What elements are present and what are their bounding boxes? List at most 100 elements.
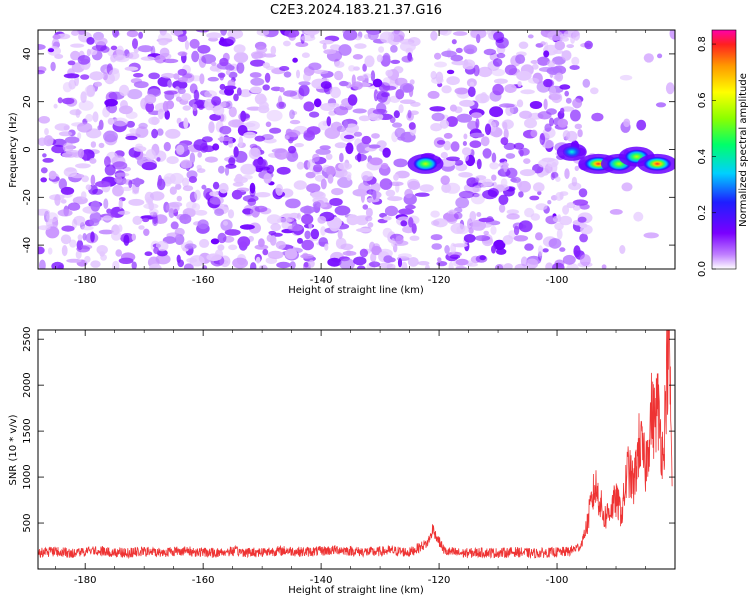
heatmap-cell <box>206 32 223 39</box>
heatmap-cell <box>356 228 372 233</box>
heatmap-cell <box>233 44 246 54</box>
heatmap-cell <box>518 147 530 156</box>
heatmap-cell <box>407 109 412 119</box>
heatmap-cell <box>550 172 555 181</box>
heatmap-cell <box>393 30 400 35</box>
heatmap-cell <box>409 79 415 85</box>
snr-y-tick-label: 2500 <box>22 326 33 351</box>
heatmap-cell <box>560 107 565 114</box>
heatmap-cell <box>270 45 277 56</box>
heatmap-cell <box>86 48 91 57</box>
heatmap-cell <box>515 54 526 64</box>
heatmap-cell <box>240 163 257 175</box>
heatmap-cell <box>577 216 587 223</box>
heatmap-cell <box>555 176 561 182</box>
heatmap-cell <box>298 81 311 86</box>
heatmap-cell <box>104 164 116 176</box>
heatmap-cell <box>542 248 549 253</box>
heatmap-cell <box>370 252 377 263</box>
heatmap-cell <box>220 30 227 36</box>
heatmap-cell <box>204 90 218 98</box>
heatmap-cell <box>369 157 383 166</box>
heatmap-cell <box>524 118 537 129</box>
heatmap-cell <box>108 69 120 82</box>
heatmap-cell <box>566 202 576 209</box>
heatmap-cell <box>343 120 349 129</box>
heatmap-cell <box>552 215 562 223</box>
heatmap-cell <box>492 83 504 96</box>
heatmap-cell <box>489 162 499 170</box>
heatmap-cell <box>249 72 262 78</box>
heatmap-cell <box>530 60 539 64</box>
heatmap-feature <box>413 156 438 171</box>
heatmap-cell <box>252 158 267 169</box>
heatmap-cell <box>97 125 102 131</box>
heatmap-cell <box>554 222 564 231</box>
heatmap-cell <box>494 264 504 269</box>
heatmap-cell <box>506 213 520 220</box>
heatmap-cell <box>523 158 531 165</box>
heatmap-cell <box>547 200 552 205</box>
heatmap-cell <box>201 184 207 190</box>
heatmap-cell <box>503 263 513 269</box>
heatmap-cell <box>77 30 87 35</box>
heatmap-cell <box>535 232 543 241</box>
heatmap-cell <box>362 204 369 210</box>
heatmap-cell <box>270 223 282 232</box>
heatmap-cell <box>541 139 555 149</box>
heatmap-cell <box>353 131 363 137</box>
heatmap-cell <box>157 32 173 45</box>
heatmap-cell <box>132 215 143 225</box>
heatmap-cell <box>572 98 583 109</box>
heatmap-cell <box>40 167 48 174</box>
heatmap-cell <box>301 239 315 251</box>
heatmap-cell <box>218 182 229 194</box>
heatmap-cell <box>543 98 548 110</box>
heatmap-cell <box>311 191 326 200</box>
heatmap-cell <box>209 196 224 205</box>
heatmap-cell <box>354 43 367 49</box>
heatmap-cell <box>123 234 130 246</box>
heatmap-cell <box>276 166 291 175</box>
heatmap-cell <box>556 228 563 240</box>
heatmap-cell <box>591 112 604 122</box>
heatmap-cell <box>382 147 391 158</box>
heatmap-cell <box>568 182 582 191</box>
heatmap-cell <box>372 189 377 200</box>
heatmap-cell <box>70 50 81 61</box>
heatmap-cell <box>372 78 383 88</box>
heatmap-cell <box>141 161 157 171</box>
heatmap-cell <box>265 121 272 128</box>
heatmap-cell <box>228 106 237 118</box>
heatmap-cell <box>559 84 571 90</box>
heatmap-cell <box>499 103 515 108</box>
heatmap-cell <box>92 188 104 195</box>
heatmap-cell <box>609 209 623 215</box>
heatmap-cell <box>331 188 344 196</box>
heatmap-cell <box>250 262 257 269</box>
heatmap-cell <box>496 52 506 59</box>
heatmap-cell <box>90 174 96 186</box>
heatmap-cell <box>196 168 206 174</box>
heatmap-cell <box>444 245 450 254</box>
heatmap-cell <box>346 214 359 226</box>
heatmap-cell <box>579 254 591 267</box>
heatmap-cell <box>520 89 535 95</box>
heatmap-cell <box>619 74 633 81</box>
heatmap-cell <box>223 220 228 226</box>
heatmap-cell <box>118 84 130 97</box>
heatmap-cell <box>212 181 220 190</box>
heatmap-cell <box>225 69 231 75</box>
heatmap-cell <box>450 223 466 234</box>
heatmap-cell <box>102 215 112 221</box>
heatmap-cell <box>173 73 180 80</box>
heatmap-cell <box>389 116 396 124</box>
heatmap-cell <box>324 127 341 139</box>
heatmap-cell <box>217 232 227 244</box>
heatmap-cell <box>153 246 160 255</box>
heatmap-cell <box>250 86 262 94</box>
heatmap-cell <box>144 251 153 256</box>
heatmap-cell <box>287 145 297 154</box>
heatmap-cell <box>262 62 271 69</box>
heatmap-cell <box>94 81 102 87</box>
